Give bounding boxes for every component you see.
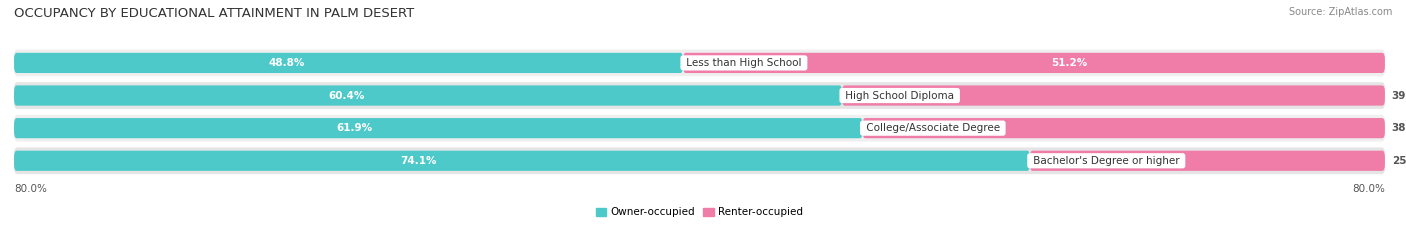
Text: College/Associate Degree: College/Associate Degree xyxy=(863,123,1002,133)
FancyBboxPatch shape xyxy=(863,118,1385,138)
FancyBboxPatch shape xyxy=(14,82,1385,109)
FancyBboxPatch shape xyxy=(14,53,683,73)
Text: 80.0%: 80.0% xyxy=(14,184,46,194)
FancyBboxPatch shape xyxy=(1029,151,1385,171)
Text: 25.9%: 25.9% xyxy=(1392,156,1406,166)
Text: 48.8%: 48.8% xyxy=(269,58,305,68)
FancyBboxPatch shape xyxy=(842,86,1385,106)
FancyBboxPatch shape xyxy=(14,118,863,138)
Text: OCCUPANCY BY EDUCATIONAL ATTAINMENT IN PALM DESERT: OCCUPANCY BY EDUCATIONAL ATTAINMENT IN P… xyxy=(14,7,415,20)
Text: Less than High School: Less than High School xyxy=(683,58,804,68)
Text: Source: ZipAtlas.com: Source: ZipAtlas.com xyxy=(1288,7,1392,17)
Text: 80.0%: 80.0% xyxy=(1353,184,1385,194)
FancyBboxPatch shape xyxy=(14,86,842,106)
Text: Bachelor's Degree or higher: Bachelor's Degree or higher xyxy=(1029,156,1182,166)
FancyBboxPatch shape xyxy=(14,50,1385,76)
Text: 61.9%: 61.9% xyxy=(336,123,373,133)
Text: High School Diploma: High School Diploma xyxy=(842,91,957,100)
Text: 74.1%: 74.1% xyxy=(401,156,437,166)
Text: 38.1%: 38.1% xyxy=(1392,123,1406,133)
FancyBboxPatch shape xyxy=(14,151,1029,171)
FancyBboxPatch shape xyxy=(14,147,1385,174)
Legend: Owner-occupied, Renter-occupied: Owner-occupied, Renter-occupied xyxy=(592,203,807,221)
FancyBboxPatch shape xyxy=(683,53,1385,73)
Text: 39.6%: 39.6% xyxy=(1392,91,1406,100)
Text: 51.2%: 51.2% xyxy=(1050,58,1087,68)
FancyBboxPatch shape xyxy=(14,115,1385,141)
Text: 60.4%: 60.4% xyxy=(329,91,366,100)
